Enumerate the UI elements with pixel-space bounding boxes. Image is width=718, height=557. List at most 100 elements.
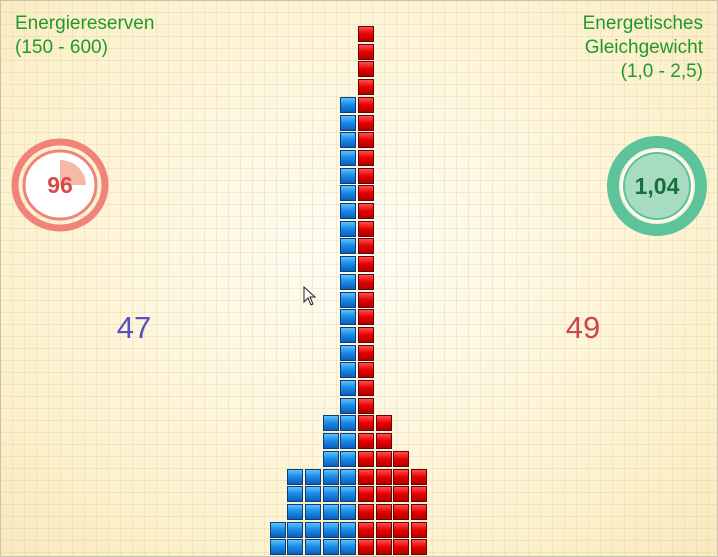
blue-block [304, 503, 321, 520]
blue-block [322, 433, 339, 450]
blue-block [287, 539, 304, 556]
blue-block [322, 450, 339, 467]
red-block [375, 539, 392, 556]
blue-block [340, 132, 357, 149]
red-block [358, 185, 374, 202]
red-block [358, 114, 374, 131]
blue-block [340, 433, 357, 450]
red-block [358, 344, 374, 361]
red-block [375, 486, 392, 503]
red-block [358, 539, 374, 556]
red-block [358, 203, 374, 219]
red-block [411, 521, 428, 538]
red-block [358, 149, 374, 166]
red-block [393, 539, 410, 556]
red-block [358, 79, 374, 96]
red-block [375, 468, 392, 485]
blue-block [340, 468, 357, 485]
red-block [393, 521, 410, 538]
blue-block [340, 380, 357, 396]
energy-balance-title-1: Energetisches [582, 13, 703, 34]
blue-block [287, 486, 304, 503]
red-block [358, 238, 374, 255]
red-block [411, 468, 428, 485]
blue-block [269, 539, 286, 556]
blue-block [322, 503, 339, 520]
red-block [358, 450, 374, 467]
red-block [358, 291, 374, 308]
blue-block [340, 114, 357, 131]
red-block [411, 486, 428, 503]
red-score: 49 [565, 310, 601, 345]
blue-block [340, 503, 357, 520]
blue-block [322, 486, 339, 503]
red-block [411, 539, 428, 556]
red-block [358, 397, 374, 414]
energy-reserves-gauge-fill [60, 160, 86, 185]
red-block [375, 433, 392, 450]
energy-reserves-range: (150 - 600) [15, 37, 108, 58]
red-block [358, 96, 374, 113]
red-block [358, 61, 374, 78]
blue-block [304, 486, 321, 503]
blue-block [340, 309, 357, 326]
red-block [358, 486, 374, 503]
red-block [393, 468, 410, 485]
blue-block [304, 468, 321, 485]
blue-block [322, 415, 339, 432]
blue-block [340, 486, 357, 503]
blue-block [340, 291, 357, 308]
energy-reserves-label: Energiereserven (150 - 600) [15, 12, 154, 60]
red-block [358, 43, 374, 60]
red-block [375, 415, 392, 432]
blue-block [287, 468, 304, 485]
energy-balance-title-2: Gleichgewicht [584, 37, 703, 58]
red-block [358, 521, 374, 538]
red-block [393, 450, 410, 467]
blue-block [287, 521, 304, 538]
red-block [358, 132, 374, 149]
blue-block [340, 521, 357, 538]
blue-block [304, 539, 321, 556]
blue-block [322, 521, 339, 538]
blue-block [269, 521, 286, 538]
blue-block [340, 203, 357, 219]
blue-block [340, 149, 357, 166]
blue-block [340, 273, 357, 290]
red-block [358, 167, 374, 184]
red-block [375, 503, 392, 520]
red-block [358, 273, 374, 290]
red-block [358, 309, 374, 326]
energy-reserves-gauge: 96 [11, 138, 109, 232]
blue-block [340, 238, 357, 255]
blue-block [340, 539, 357, 556]
blue-block [340, 415, 357, 432]
red-block [358, 503, 374, 520]
energy-reserves-value: 96 [47, 171, 73, 198]
blue-block [340, 256, 357, 273]
blue-block [287, 503, 304, 520]
blue-block [322, 468, 339, 485]
blue-block [340, 96, 357, 113]
energy-balance-range: (1,0 - 2,5) [620, 61, 703, 82]
blue-block [340, 185, 357, 202]
energy-reserves-gauge-ring [11, 138, 109, 232]
red-block [358, 256, 374, 273]
red-block [375, 450, 392, 467]
blue-block [340, 220, 357, 237]
red-block [358, 326, 374, 343]
red-block [393, 503, 410, 520]
energy-balance-label: Energetisches Gleichgewicht (1,0 - 2,5) [583, 12, 703, 84]
red-block [358, 468, 374, 485]
blue-block [340, 450, 357, 467]
red-block [358, 220, 374, 237]
blue-block [340, 167, 357, 184]
red-block [358, 26, 374, 42]
red-block [358, 433, 374, 450]
energy-balance-value: 1,04 [634, 172, 680, 199]
energy-balance-gauge: 1,04 [607, 136, 707, 236]
blue-block [304, 521, 321, 538]
blue-block [340, 362, 357, 379]
red-block [358, 415, 374, 432]
